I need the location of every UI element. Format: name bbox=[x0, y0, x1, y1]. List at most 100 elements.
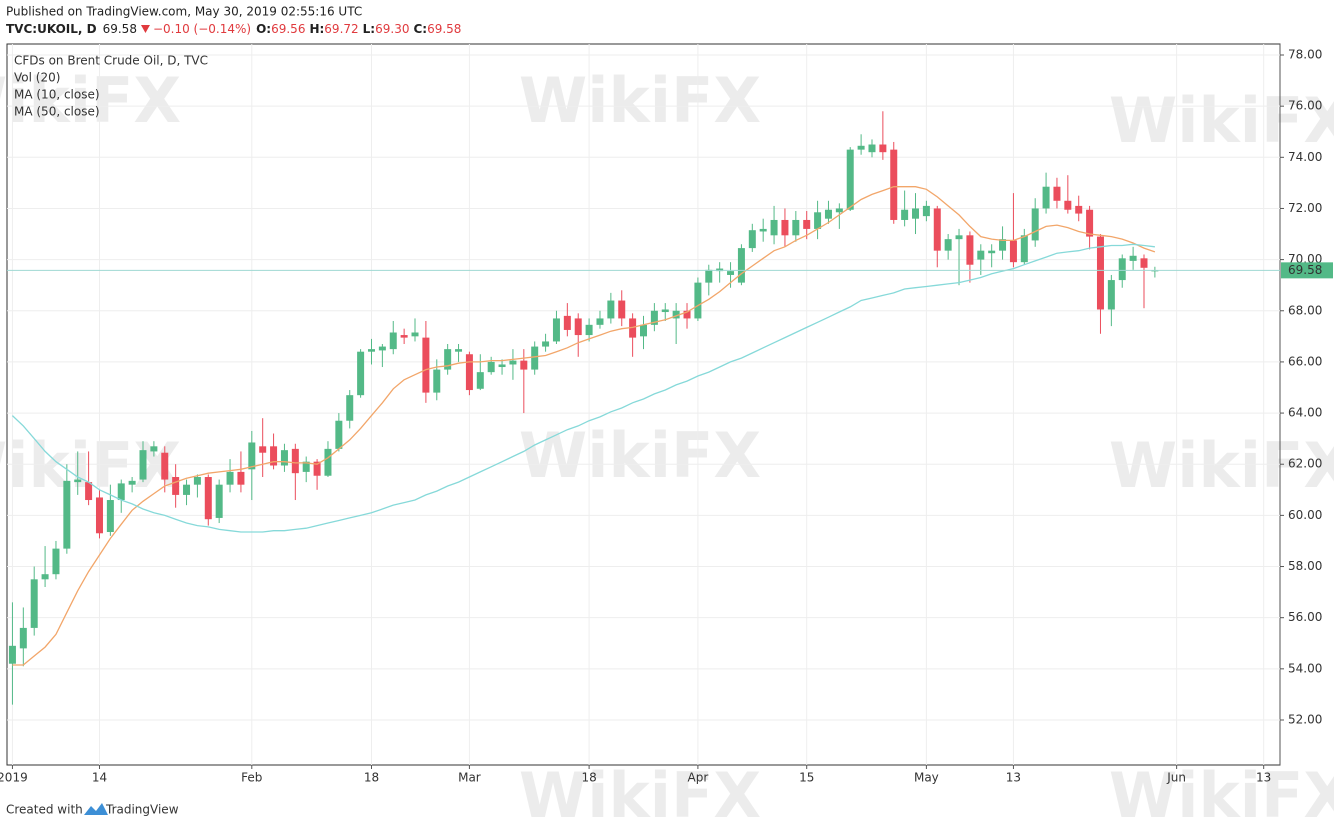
y-tick-label: 60.00 bbox=[1288, 508, 1322, 522]
candle-body bbox=[640, 324, 647, 337]
indicator-label: MA (50, close) bbox=[14, 105, 100, 119]
candle-body bbox=[411, 332, 419, 337]
candle-body bbox=[901, 209, 909, 220]
candle-body bbox=[737, 248, 745, 283]
candle-body bbox=[705, 269, 713, 283]
candle-body bbox=[607, 300, 615, 319]
x-tick-label: May bbox=[914, 771, 939, 785]
ohlc-label: O: bbox=[256, 22, 271, 36]
candle-body bbox=[204, 477, 212, 520]
candle-body bbox=[183, 484, 191, 495]
x-tick-label: Feb bbox=[241, 771, 262, 785]
candle-body bbox=[357, 351, 365, 396]
candle-body bbox=[683, 310, 691, 319]
candle-body bbox=[999, 239, 1007, 251]
candle-body bbox=[759, 228, 767, 232]
candle-body bbox=[1086, 209, 1094, 237]
candle-body bbox=[313, 461, 321, 476]
moving-average-line bbox=[11, 243, 1155, 533]
x-tick-label: Apr bbox=[688, 771, 709, 785]
candle-body bbox=[520, 360, 528, 370]
candle-body bbox=[1009, 240, 1017, 263]
chart-title: CFDs on Brent Crude Oil, D, TVC bbox=[14, 54, 208, 68]
moving-average-line bbox=[12, 186, 1156, 666]
down-arrow-icon bbox=[140, 25, 150, 33]
candle-body bbox=[988, 250, 996, 254]
candle-body bbox=[139, 450, 147, 480]
candle-body bbox=[95, 497, 103, 534]
candle-body bbox=[563, 315, 571, 330]
candle-body bbox=[117, 483, 125, 501]
candle-body bbox=[977, 250, 985, 260]
candle-body bbox=[1118, 258, 1126, 281]
candle-body bbox=[912, 208, 920, 219]
candle-body bbox=[879, 144, 887, 153]
y-tick-label: 56.00 bbox=[1288, 610, 1322, 624]
candle-body bbox=[30, 579, 38, 628]
candle-body bbox=[193, 477, 201, 485]
candle-body bbox=[814, 212, 822, 229]
symbol: TVC:UKOIL, D bbox=[6, 22, 97, 36]
candle-body bbox=[661, 309, 669, 313]
tradingview-logo[interactable] bbox=[84, 803, 108, 815]
footer-text: Created with bbox=[6, 803, 83, 817]
y-tick-label: 78.00 bbox=[1288, 47, 1322, 61]
candle-body bbox=[161, 452, 169, 480]
x-tick-label: 18 bbox=[581, 771, 596, 785]
candle-body bbox=[378, 346, 386, 351]
x-tick-label: 13 bbox=[1256, 771, 1271, 785]
footer-brand[interactable]: TradingView bbox=[105, 803, 179, 817]
watermark: WikiFX bbox=[1109, 84, 1334, 157]
candle-body bbox=[542, 341, 550, 347]
ohlc-value: 69.58 bbox=[427, 22, 461, 36]
candle-body bbox=[846, 149, 854, 210]
candle-body bbox=[8, 645, 16, 664]
candle-body bbox=[1031, 208, 1039, 241]
x-tick-label: 18 bbox=[364, 771, 379, 785]
last-price: 69.58 bbox=[103, 22, 137, 36]
candle-body bbox=[128, 480, 136, 485]
x-tick-label: Mar bbox=[458, 771, 481, 785]
indicator-label: Vol (20) bbox=[14, 71, 60, 85]
candle-body bbox=[324, 448, 332, 476]
candle-body bbox=[150, 446, 158, 452]
candle-body bbox=[291, 448, 299, 474]
y-tick-label: 64.00 bbox=[1288, 406, 1322, 420]
candle-body bbox=[248, 442, 256, 470]
candle-body bbox=[585, 324, 593, 336]
plot-frame bbox=[6, 43, 1281, 766]
ohlc-value: 69.56 bbox=[271, 22, 305, 36]
candle-body bbox=[509, 360, 517, 365]
candle-body bbox=[727, 271, 735, 275]
candle-body bbox=[944, 239, 952, 251]
candle-body bbox=[716, 268, 724, 272]
candle-body bbox=[335, 420, 343, 449]
candle-body bbox=[596, 318, 604, 325]
candle-body bbox=[106, 500, 114, 532]
candle-body bbox=[389, 332, 397, 350]
ohlc-label: C: bbox=[413, 22, 427, 36]
candle-body bbox=[835, 208, 843, 213]
y-tick-label: 72.00 bbox=[1288, 201, 1322, 215]
ohlc-value: 69.72 bbox=[324, 22, 358, 36]
candle-body bbox=[422, 337, 430, 393]
x-tick-label: 15 bbox=[799, 771, 814, 785]
watermark: WikiFX bbox=[519, 759, 761, 828]
watermark: WikiFX bbox=[519, 64, 761, 137]
candle-body bbox=[226, 471, 234, 485]
candle-body bbox=[552, 318, 560, 342]
candle-body bbox=[694, 282, 702, 319]
candle-body bbox=[498, 364, 506, 368]
candle-body bbox=[824, 209, 832, 219]
candle-body bbox=[63, 480, 71, 549]
candle-body bbox=[433, 369, 441, 393]
y-tick-label: 62.00 bbox=[1288, 457, 1322, 471]
candle-body bbox=[172, 477, 180, 495]
candle-body bbox=[465, 354, 473, 391]
candle-body bbox=[966, 235, 974, 265]
watermarks: WikiFX WikiFX WikiFX WikiFX WikiFX WikiFX Wiki… bbox=[0, 64, 1334, 828]
watermark: WikiFX bbox=[519, 419, 761, 492]
y-tick-label: 68.00 bbox=[1288, 303, 1322, 317]
candle-body bbox=[444, 349, 452, 370]
